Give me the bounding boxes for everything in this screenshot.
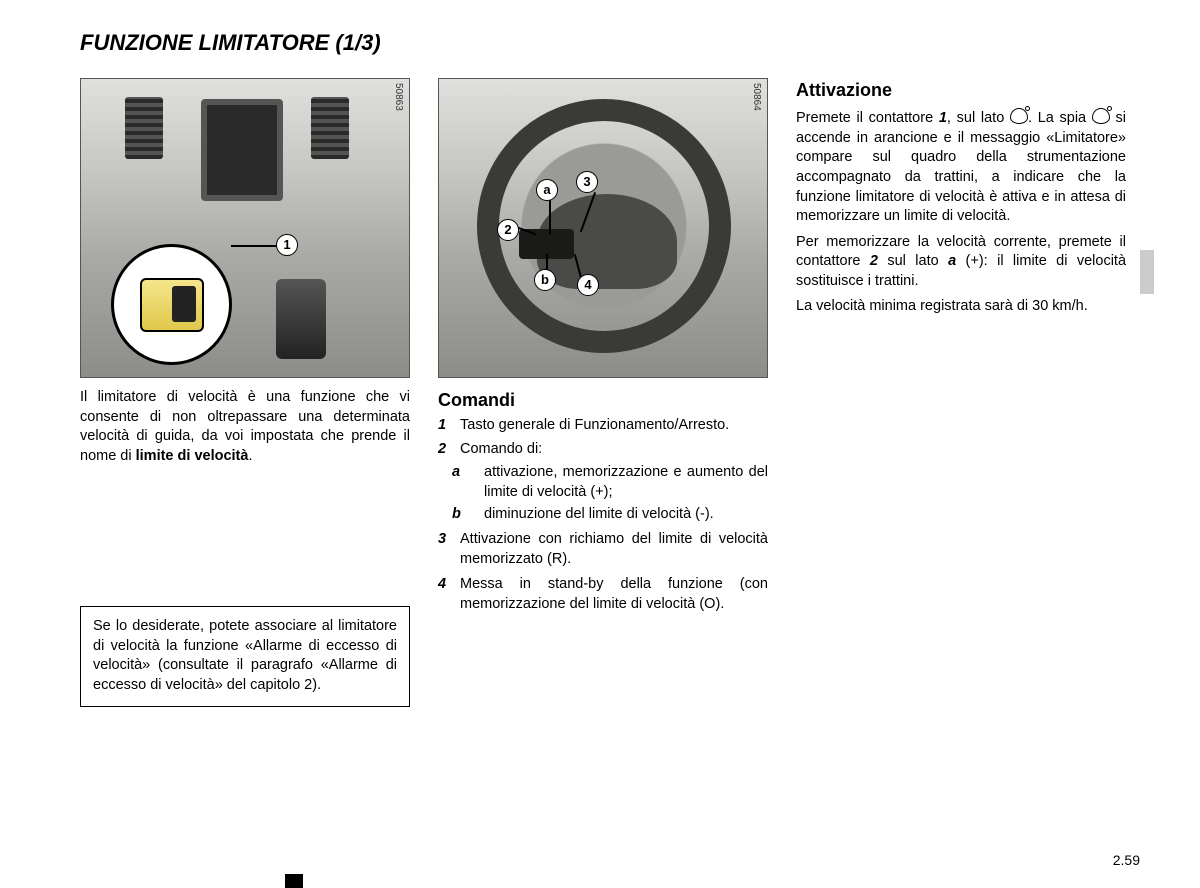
- note-box: Se lo desiderate, potete associare al li…: [80, 606, 410, 706]
- limiter-icon: [1092, 108, 1110, 124]
- callout-line: [231, 245, 279, 247]
- ref-number: 1: [939, 110, 947, 126]
- manual-page: FUNZIONE LIMITATORE (1/3) 50863 1 Il lim…: [0, 0, 1200, 888]
- column-3: Attivazione Premete il contattore 1, sul…: [796, 78, 1126, 707]
- dashboard-vent-icon: [311, 97, 349, 159]
- activation-p3: La velocità minima registrata sarà di 30…: [796, 297, 1126, 317]
- figure-ref: 50863: [392, 83, 406, 111]
- list-item-3: 3 Attivazione con richiamo del limite di…: [438, 530, 768, 569]
- activation-p1: Premete il contattore 1, sul lato . La s…: [796, 106, 1126, 226]
- callout-line: [549, 199, 551, 234]
- figure-ref: 50864: [750, 83, 764, 111]
- callout-2: 2: [497, 219, 519, 241]
- intro-text-bold: limite di velocità: [136, 448, 249, 464]
- shifter-icon: [276, 279, 326, 359]
- list-subitem-a: a attivazione, memorizzazione e aumento …: [438, 463, 768, 502]
- figure-1-dashboard: 50863 1: [80, 78, 410, 378]
- list-number: 4: [438, 575, 460, 614]
- dashboard-screen-icon: [201, 99, 283, 201]
- text: , sul lato: [947, 110, 1010, 126]
- list-item-1: 1 Tasto generale di Funzionamento/Arrest…: [438, 416, 768, 436]
- sub-text: attivazione, memorizzazione e aumento de…: [484, 463, 768, 502]
- page-number: 2.59: [1113, 852, 1140, 868]
- dashboard-vent-icon: [125, 97, 163, 159]
- attivazione-heading: Attivazione: [796, 78, 1126, 102]
- list-item-4: 4 Messa in stand-by della funzione (con …: [438, 575, 768, 614]
- list-number: 2: [438, 440, 460, 460]
- limiter-icon: [1010, 108, 1028, 124]
- sub-text: diminuzione del limite di velocità (-).: [484, 505, 768, 525]
- comandi-heading: Comandi: [438, 388, 768, 412]
- page-title: FUNZIONE LIMITATORE (1/3): [80, 30, 1140, 56]
- limiter-button-icon: [140, 278, 204, 332]
- callout-3: 3: [576, 171, 598, 193]
- list-number: 1: [438, 416, 460, 436]
- callout-a: a: [536, 179, 558, 201]
- note-text: Se lo desiderate, potete associare al li…: [93, 618, 397, 693]
- text: Premete il contattore: [796, 110, 939, 126]
- list-subitem-b: b diminuzione del limite di velocità (-)…: [438, 505, 768, 525]
- intro-text-post: .: [248, 448, 252, 464]
- ref-letter: a: [948, 253, 956, 269]
- sub-letter: a: [438, 463, 474, 502]
- sub-letter: b: [438, 505, 474, 525]
- list-text: Comando di:: [460, 440, 542, 460]
- figure-2-steering-wheel: 50864 a 3 2 b 4: [438, 78, 768, 378]
- thumb-tab: [1140, 250, 1154, 294]
- callout-1: 1: [276, 234, 298, 256]
- ref-number: 2: [870, 253, 878, 269]
- list-text: Messa in stand-by della funzione (con me…: [460, 575, 768, 614]
- column-2: 50864 a 3 2 b 4 Comandi 1 Tasto generale…: [438, 78, 768, 707]
- footer-marker: [285, 874, 303, 888]
- activation-p2: Per memorizzare la velocità corrente, pr…: [796, 233, 1126, 292]
- list-number: 3: [438, 530, 460, 569]
- list-text: Tasto generale di Funzionamento/Arresto.: [460, 416, 729, 436]
- callout-4: 4: [577, 274, 599, 296]
- limiter-button-detail: [111, 244, 232, 365]
- callout-b: b: [534, 269, 556, 291]
- text: si accende in arancione e il messaggio «…: [796, 110, 1126, 224]
- text: . La spia: [1028, 110, 1092, 126]
- content-columns: 50863 1 Il limitatore di velocità è una …: [80, 78, 1140, 707]
- list-text: Attivazione con richiamo del limite di v…: [460, 530, 768, 569]
- list-item-2: 2 Comando di:: [438, 440, 768, 460]
- text: sul lato: [878, 253, 948, 269]
- intro-paragraph: Il limitatore di velocità è una funzione…: [80, 388, 410, 466]
- column-1: 50863 1 Il limitatore di velocità è una …: [80, 78, 410, 707]
